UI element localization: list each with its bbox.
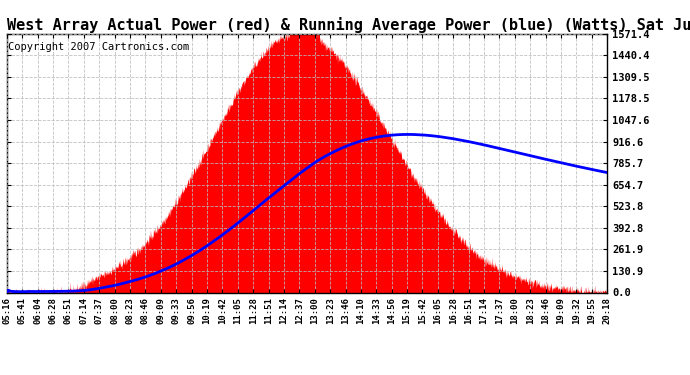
Text: West Array Actual Power (red) & Running Average Power (blue) (Watts) Sat Jun 30 : West Array Actual Power (red) & Running … (7, 16, 690, 33)
Text: Copyright 2007 Cartronics.com: Copyright 2007 Cartronics.com (8, 42, 189, 51)
